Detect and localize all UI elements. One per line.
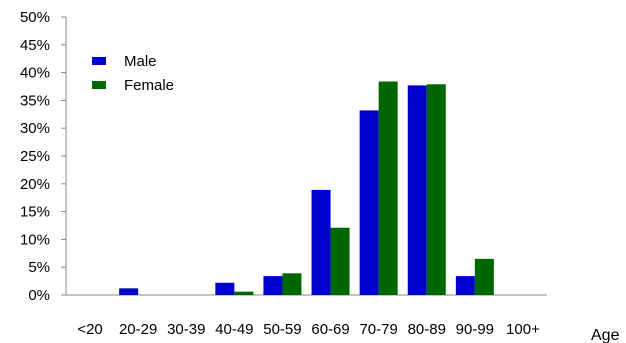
legend-swatch-male xyxy=(92,57,106,65)
bar-male-20-29 xyxy=(119,288,139,295)
y-tick-label: 40% xyxy=(20,65,50,82)
x-tick-label: 100+ xyxy=(506,321,540,338)
bar-male-80-89 xyxy=(407,85,427,295)
legend-label-male: Male xyxy=(124,53,157,70)
y-tick-label: 25% xyxy=(20,148,50,165)
y-tick-label: 10% xyxy=(20,231,50,248)
y-tick-label: 30% xyxy=(20,120,50,137)
y-tick-label: 15% xyxy=(20,204,50,221)
bar-female-80-89 xyxy=(426,84,446,295)
bar-male-90-99 xyxy=(455,276,475,295)
bars xyxy=(119,81,494,296)
x-tick-label: <20 xyxy=(77,321,102,338)
x-tick-label: 40-49 xyxy=(215,321,253,338)
bar-female-70-79 xyxy=(378,81,398,295)
x-tick-label: 80-89 xyxy=(408,321,446,338)
bar-male-60-69 xyxy=(311,189,331,295)
bar-female-60-69 xyxy=(330,227,350,295)
y-tick-label: 35% xyxy=(20,92,50,109)
x-tick-label: 20-29 xyxy=(119,321,157,338)
x-axis-title: Age xyxy=(591,327,620,343)
bar-male-40-49 xyxy=(215,282,235,295)
x-tick-label: 70-79 xyxy=(359,321,397,338)
x-axis: <20 20-29 30-39 40-49 50-59 60-69 70-79 80-89 90… xyxy=(66,294,547,338)
legend-swatch-female xyxy=(92,81,106,89)
y-tick-label: 20% xyxy=(20,176,50,193)
legend: Male Female xyxy=(92,53,174,94)
bar-male-70-79 xyxy=(359,110,379,296)
y-axis: 0% 5% 10% 15% 20% 25% 30% 35% 40% 45% 50% xyxy=(20,9,67,304)
y-tick-label: 50% xyxy=(20,9,50,26)
bar-male-50-59 xyxy=(263,276,283,295)
bar-female-50-59 xyxy=(282,273,302,295)
x-tick-label: 50-59 xyxy=(263,321,301,338)
bar-female-40-49 xyxy=(234,291,254,295)
x-tick-label: 90-99 xyxy=(456,321,494,338)
y-tick-label: 45% xyxy=(20,37,50,54)
y-tick-label: 5% xyxy=(28,259,50,276)
x-tick-label: 30-39 xyxy=(167,321,205,338)
legend-label-female: Female xyxy=(124,77,174,94)
y-tick-label: 0% xyxy=(28,287,50,304)
bar-female-90-99 xyxy=(474,258,494,295)
x-tick-label: 60-69 xyxy=(311,321,349,338)
